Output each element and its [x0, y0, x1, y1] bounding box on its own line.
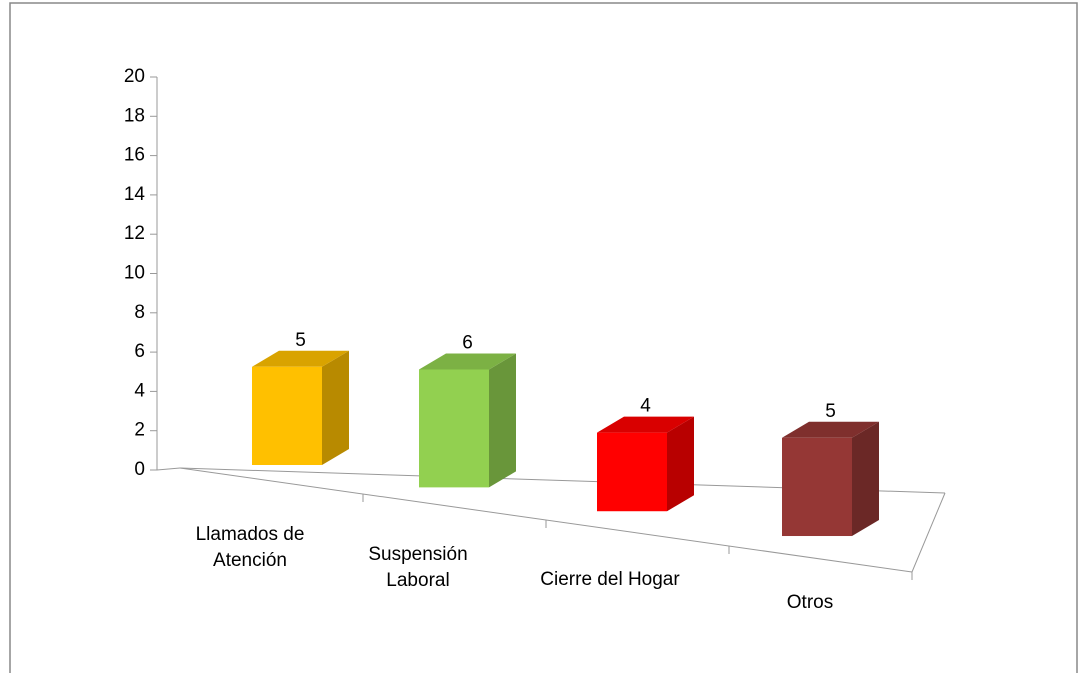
y-tick-label: 8 [134, 302, 145, 323]
x-tick-label: Llamados de Atención [195, 524, 305, 571]
x-tick-label: Suspensión Laboral [368, 544, 468, 591]
x-tick-label: Otros [786, 592, 834, 613]
bar-top [419, 353, 516, 370]
bar-top [597, 416, 694, 433]
y-tick-label: 14 [124, 184, 146, 205]
y-tick-label: 16 [124, 145, 145, 166]
bar-side [667, 416, 694, 512]
y-tick-label: 6 [134, 341, 145, 362]
y-tick-label: 2 [134, 420, 145, 441]
y-tick-label: 4 [134, 380, 145, 401]
bar [419, 369, 489, 488]
data-label: 5 [295, 330, 306, 351]
x-tick-label: Cierre del Hogar [540, 569, 680, 590]
y-tick-label: 12 [124, 223, 145, 244]
data-label: 5 [825, 401, 836, 422]
y-tick-label: 0 [134, 459, 145, 480]
bar-side [489, 353, 516, 488]
y-tick-label: 20 [124, 66, 145, 87]
bar-top [252, 350, 349, 367]
chart-frame [9, 2, 1078, 673]
bar-side [852, 421, 879, 537]
floor-right-edge [911, 492, 946, 573]
y-tick-label: 10 [124, 263, 145, 284]
floor-left-edge [156, 467, 181, 471]
bar [597, 432, 667, 512]
data-label: 4 [640, 396, 651, 417]
bar-side [322, 350, 349, 465]
bar [252, 366, 322, 465]
data-label: 6 [462, 332, 473, 353]
y-tick-label: 18 [124, 105, 145, 126]
bar [782, 437, 852, 537]
bar-top [782, 421, 879, 438]
